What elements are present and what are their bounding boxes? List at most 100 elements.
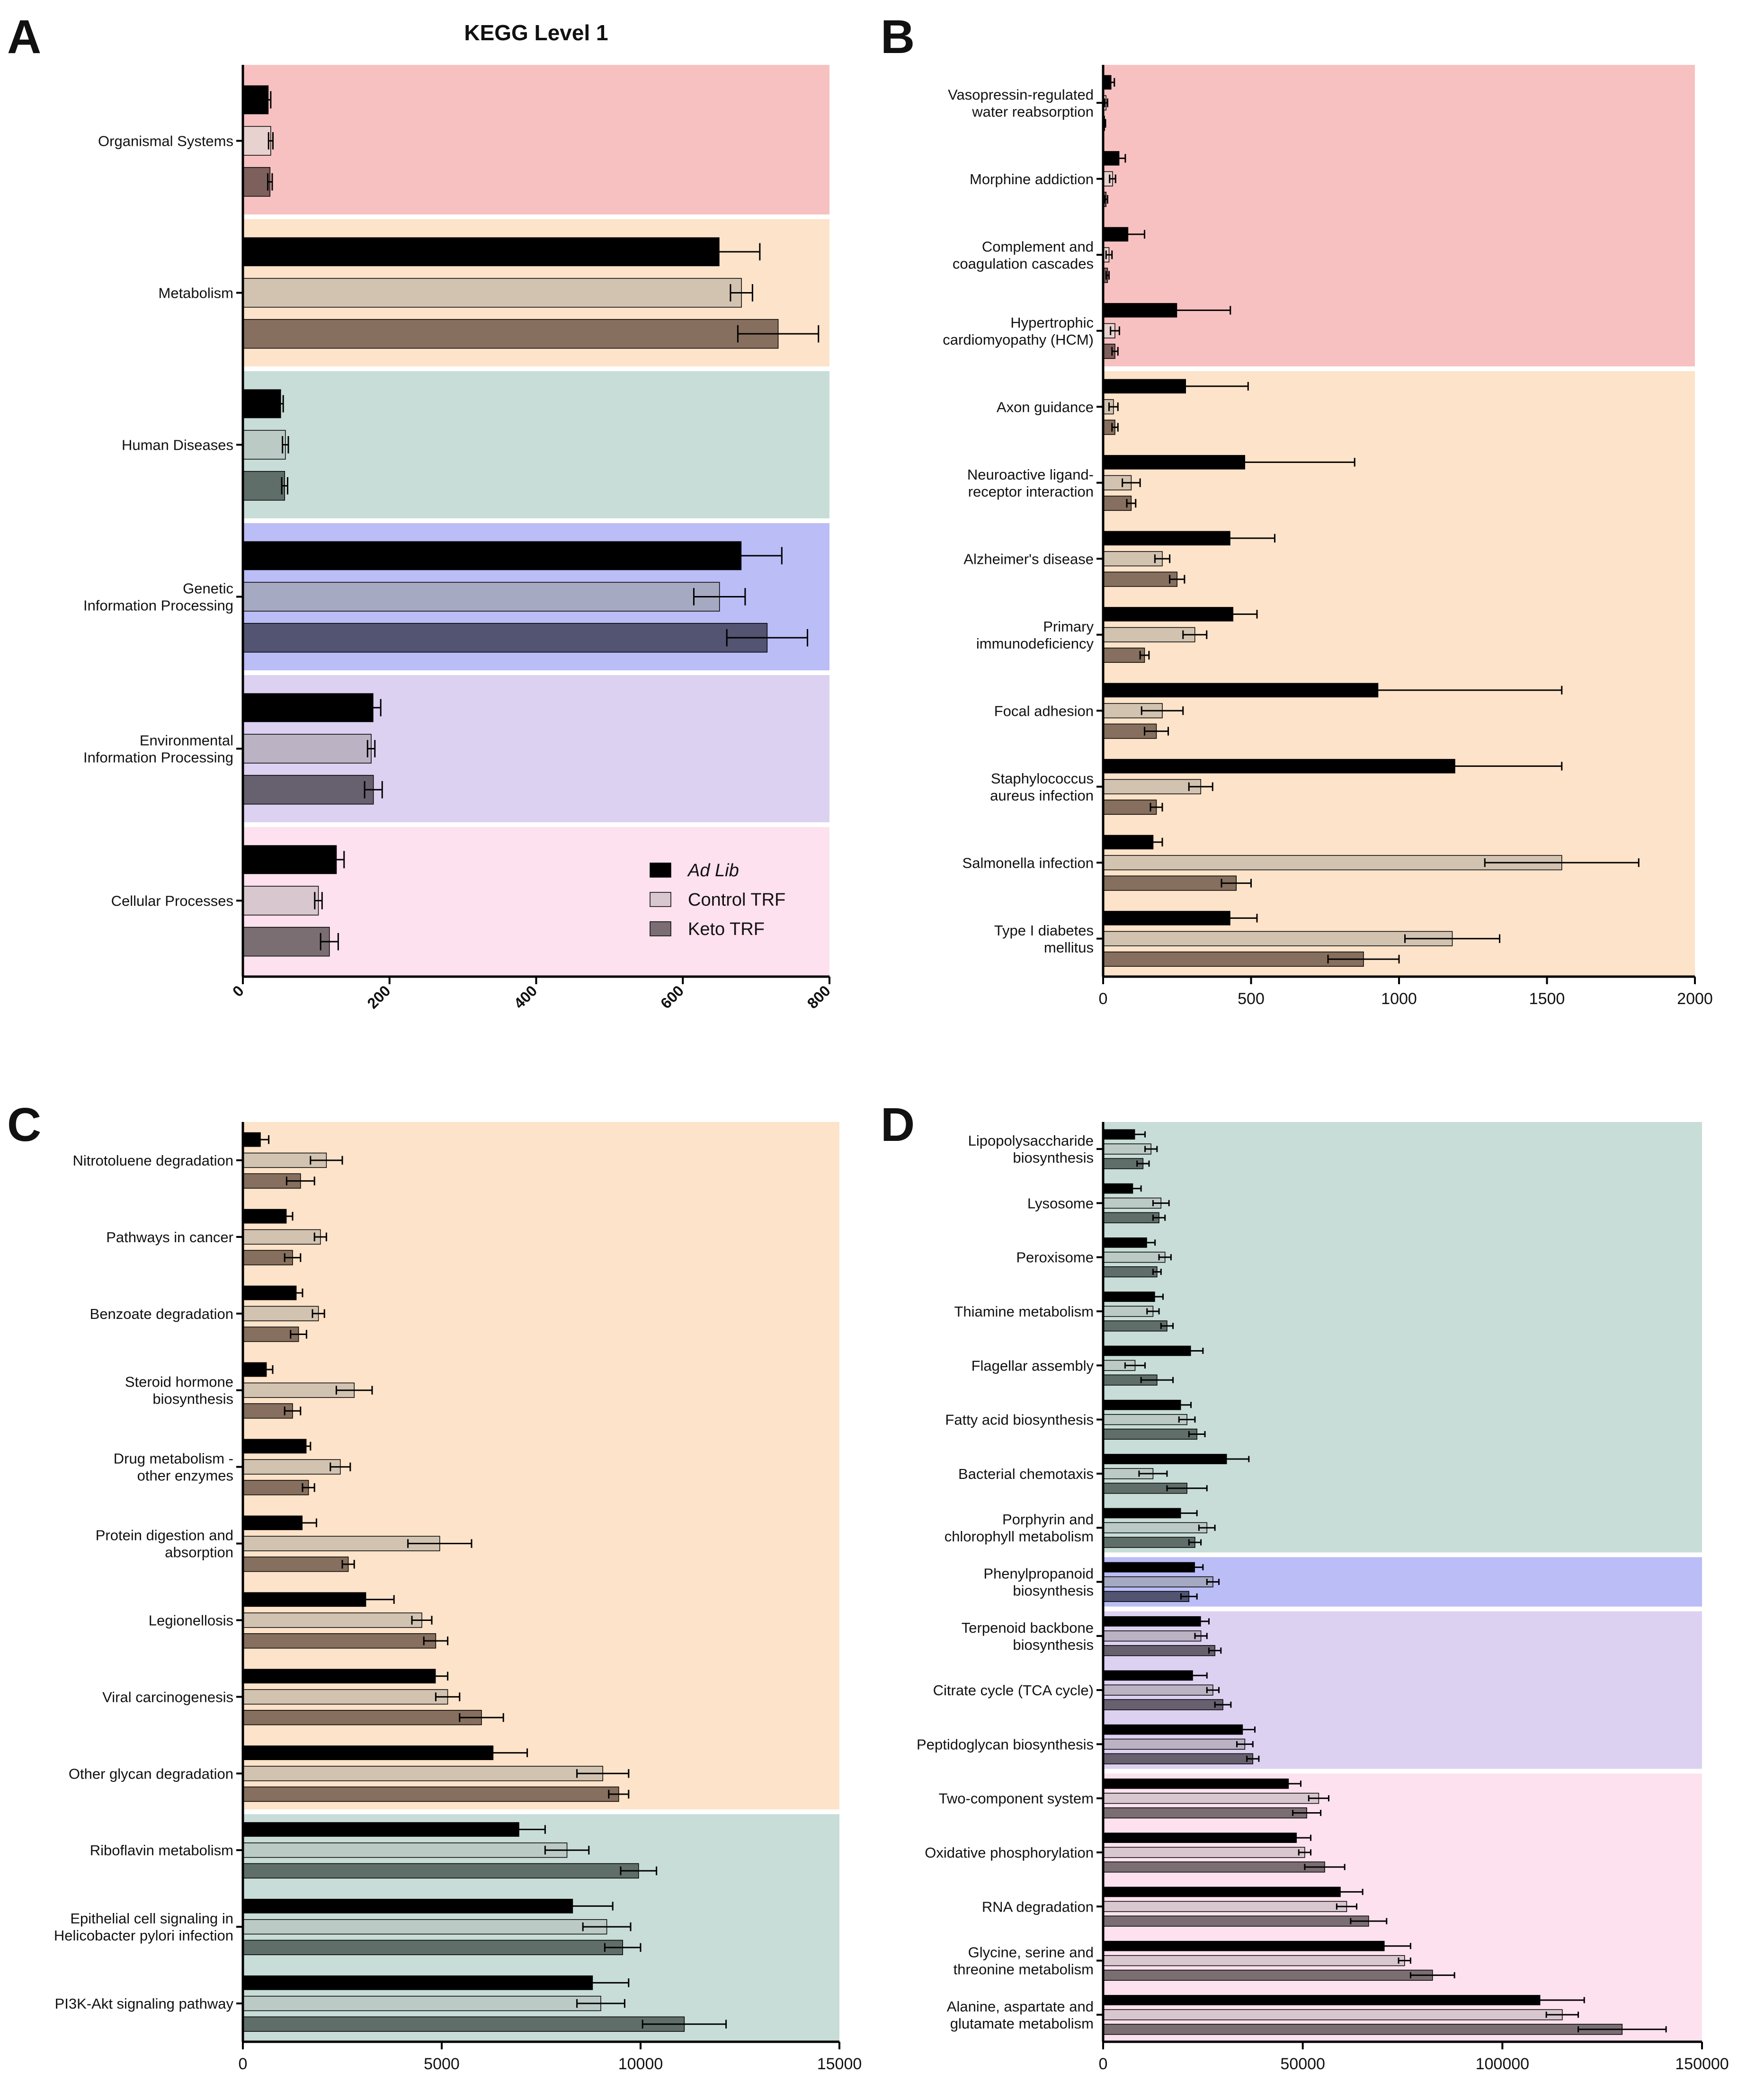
category-label-line: water reabsorption — [972, 103, 1094, 120]
bar — [242, 1995, 601, 2011]
legend-label-keto-trf: Keto TRF — [688, 919, 765, 939]
bar — [1103, 1630, 1202, 1642]
bar — [1103, 1320, 1168, 1332]
category-label-drug-metabolism-other-enzymes: Drug metabolism -other enzymes — [114, 1450, 233, 1484]
category-label-human-diseases: Human Diseases — [122, 437, 233, 454]
x-tick-label: 1500 — [1529, 990, 1565, 1008]
category-label-line: Oxidative phosphorylation — [925, 1844, 1094, 1861]
category-label-line: biosynthesis — [1013, 1637, 1094, 1653]
bar — [1103, 571, 1177, 587]
x-tick-label: 100000 — [1476, 2055, 1529, 2073]
category-label-salmonella-infection: Salmonella infection — [963, 854, 1094, 871]
category-label-line: cardiomyopathy (HCM) — [943, 331, 1094, 348]
bar — [243, 1975, 593, 1990]
bar — [242, 1766, 603, 1781]
bar — [242, 1689, 448, 1705]
bar — [243, 1285, 297, 1300]
category-label-line: Lipopolysaccharide — [968, 1132, 1094, 1149]
bar — [242, 1786, 619, 1802]
category-label-line: Lysosome — [1027, 1195, 1094, 1211]
x-tick-label: 2000 — [1677, 990, 1713, 1008]
background-band — [243, 65, 829, 214]
bar — [1103, 931, 1453, 946]
legend-label-ad-lib: Ad Lib — [687, 861, 739, 881]
bar — [1103, 800, 1157, 815]
category-label-epithelial-cell-signaling-in-helicobacter-pylori-infection: Epithelial cell signaling in Helicobacter… — [54, 1910, 233, 1944]
category-label-line: Citrate cycle (TCA cycle) — [933, 1682, 1094, 1699]
background-band — [243, 371, 829, 518]
bar — [1103, 875, 1237, 891]
bar — [1103, 1291, 1155, 1302]
category-label-genetic-information-processing: Genetic Information Processing — [83, 580, 233, 614]
category-label-line: Pathways in cancer — [106, 1229, 233, 1246]
category-label-citrate-cycle-tca-cycle: Citrate cycle (TCA cycle) — [933, 1682, 1094, 1699]
category-label-line: Legionellosis — [149, 1612, 233, 1628]
category-label-peroxisome: Peroxisome — [1016, 1249, 1094, 1266]
category-label-protein-digestion-and-absorption: Protein digestion and absorption — [96, 1527, 233, 1561]
category-label-line: coagulation cascades — [953, 255, 1094, 272]
category-label-metabolism: Metabolism — [159, 285, 234, 302]
category-label-alanine-aspartate-and-glutamate-metabolism: Alanine, aspartate and glutamate metaboli… — [947, 1998, 1094, 2032]
bar — [1103, 1616, 1201, 1627]
category-label-alzheimer-s-disease: Alzheimer's disease — [963, 551, 1094, 567]
bar — [242, 319, 779, 349]
panel-b: B Vasopressin-regulated water reabsorption… — [881, 10, 1713, 1008]
category-label-line: Riboflavin metabolism — [90, 1842, 233, 1859]
bar — [1103, 1847, 1305, 1858]
bar — [242, 774, 374, 805]
bar — [1103, 1833, 1297, 1843]
category-label-line: Viral carcinogenesis — [102, 1689, 233, 1705]
bar — [242, 1842, 568, 1858]
category-label-line: absorption — [165, 1544, 233, 1561]
category-label-line: Benzoate degradation — [90, 1306, 233, 1322]
bar — [243, 1439, 307, 1454]
bar — [1103, 1753, 1253, 1764]
bar — [1103, 1237, 1147, 1248]
category-label-peptidoglycan-biosynthesis: Peptidoglycan biosynthesis — [917, 1736, 1094, 1753]
panel-c: C Nitrotoluene degradation Pathways in can… — [7, 1098, 862, 2073]
panel-letter-d: D — [881, 1098, 915, 1151]
legend-swatch — [650, 863, 671, 878]
bar — [1103, 1143, 1151, 1155]
bar — [1103, 627, 1195, 642]
category-label-line: Vasopressin-regulated — [948, 86, 1094, 103]
category-label-phenylpropanoid-biosynthesis: Phenylpropanoid biosynthesis — [983, 1566, 1094, 1599]
category-label-line: Nitrotoluene degradation — [72, 1152, 233, 1169]
x-tick-label: 500 — [1238, 990, 1265, 1008]
x-tick-label: 0 — [1099, 2055, 1108, 2073]
category-label-vasopressin-regulated-water-reabsorption: Vasopressin-regulated water reabsorption — [948, 86, 1094, 120]
bar — [243, 389, 281, 418]
bar — [1103, 2009, 1563, 2020]
category-label-line: Flagellar assembly — [972, 1357, 1094, 1374]
bar — [1103, 1724, 1243, 1735]
category-label-line: Two-component system — [939, 1790, 1094, 1807]
x-tick-label: 10000 — [618, 2055, 663, 2073]
category-label-bacterial-chemotaxis: Bacterial chemotaxis — [958, 1466, 1094, 1482]
category-label-organismal-systems: Organismal Systems — [98, 133, 233, 150]
bar — [242, 1306, 319, 1321]
x-tick-label: 0 — [239, 2055, 248, 2073]
bar — [242, 126, 271, 156]
bar — [243, 1745, 494, 1760]
x-tick-label: 0 — [1099, 990, 1108, 1008]
bar — [1103, 1670, 1193, 1681]
category-label-terpenoid-backbone-biosynthesis: Terpenoid backbone biosynthesis — [962, 1619, 1094, 1653]
category-label-line: Helicobacter pylori infection — [54, 1927, 233, 1944]
panel-letter-c: C — [7, 1098, 41, 1151]
category-label-two-component-system: Two-component system — [939, 1790, 1094, 1807]
category-label-line: threonine metabolism — [954, 1961, 1094, 1978]
category-label-line: RNA degradation — [982, 1898, 1094, 1915]
bar — [242, 167, 271, 197]
x-tick-label: 50000 — [1280, 2055, 1325, 2073]
bar — [243, 845, 337, 874]
category-label-staphylococcus-aureus-infection: Staphylococcus aureus infection — [990, 770, 1094, 804]
bar — [242, 430, 286, 460]
category-label-rna-degradation: RNA degradation — [982, 1898, 1094, 1915]
category-label-line: Neuroactive ligand- — [967, 466, 1094, 483]
bar — [1103, 779, 1201, 794]
bar — [1103, 75, 1112, 90]
panel-letter-a: A — [7, 10, 41, 63]
bar — [1103, 1684, 1213, 1696]
category-label-line: Fatty acid biosynthesis — [945, 1412, 1094, 1428]
category-label-line: Thiamine metabolism — [954, 1303, 1094, 1320]
